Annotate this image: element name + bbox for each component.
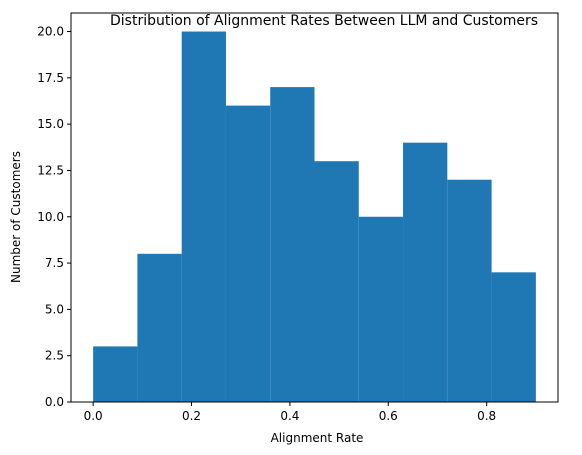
bars-group (93, 31, 536, 403)
plot-frame (70, 12, 559, 403)
histogram-bar (403, 142, 448, 402)
y-axis-ticks: 0.0 2.5 5.0 7.5 10.0 12.5 15.0 17.5 20.0 (37, 25, 71, 409)
x-tick-label: 0.6 (379, 409, 398, 423)
histogram-bar (225, 105, 271, 402)
y-tick-label: 0.0 (45, 395, 64, 409)
y-tick-label: 20.0 (37, 25, 64, 39)
y-tick-label: 10.0 (37, 210, 64, 224)
y-tick-label: 5.0 (45, 302, 64, 316)
x-tick-label: 0.8 (477, 409, 496, 423)
histogram-bar (181, 31, 226, 403)
histogram-bar (93, 346, 138, 402)
y-tick-label: 7.5 (45, 256, 64, 270)
y-tick-label: 15.0 (37, 117, 64, 131)
x-axis-label: Alignment Rate (271, 431, 364, 445)
y-axis-label: Number of Customers (9, 151, 23, 283)
x-tick-label: 0.2 (182, 409, 201, 423)
histogram-bar (358, 216, 404, 402)
histogram-bar (314, 161, 359, 402)
chart-title: Distribution of Alignment Rates Between … (110, 13, 538, 29)
y-tick-label: 12.5 (37, 163, 64, 177)
y-tick-label: 2.5 (45, 349, 64, 363)
histogram-bar (447, 179, 492, 402)
histogram-bar (137, 253, 182, 402)
x-tick-label: 0.0 (84, 409, 103, 423)
y-tick-label: 17.5 (37, 71, 64, 85)
histogram-bar (491, 272, 536, 402)
x-axis-ticks: 0.0 0.2 0.4 0.6 0.8 (84, 402, 496, 423)
x-tick-label: 0.4 (280, 409, 299, 423)
histogram-bar (270, 87, 315, 402)
